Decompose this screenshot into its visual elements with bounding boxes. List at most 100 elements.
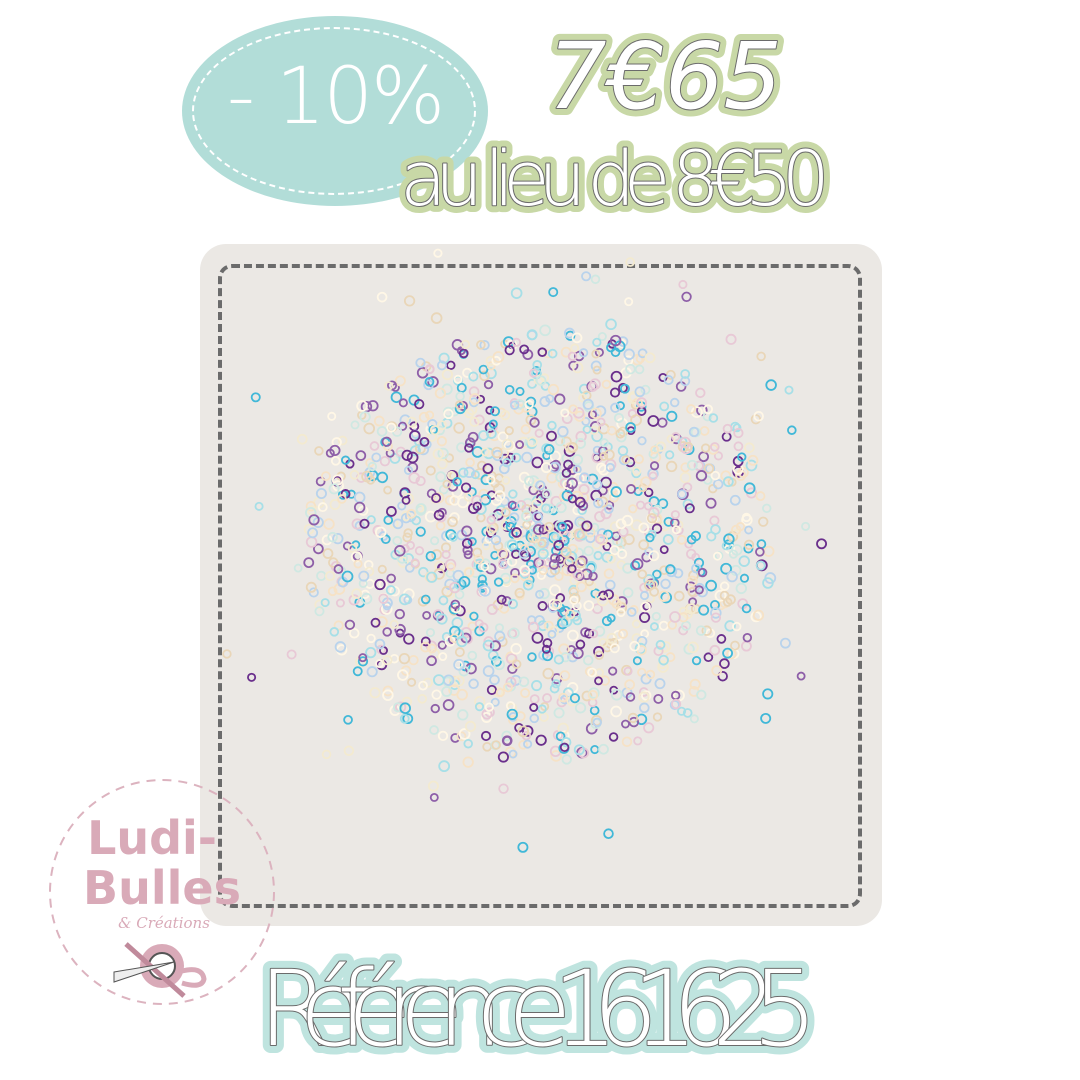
sequin (619, 383, 630, 394)
sequin (366, 633, 376, 644)
sequin (454, 403, 466, 415)
sequin (549, 565, 561, 576)
sequin (509, 400, 520, 410)
sequin (519, 344, 530, 355)
sequin (422, 677, 433, 688)
sequin (493, 577, 504, 587)
sequin (459, 660, 471, 672)
sequin (453, 658, 465, 671)
sequin (433, 509, 445, 521)
sequin (389, 585, 400, 597)
sequin (488, 419, 498, 429)
sequin (335, 598, 345, 608)
sequin (456, 635, 468, 648)
sequin (520, 687, 531, 699)
sequin (597, 594, 609, 607)
new-price-stroke: 7€65 (548, 23, 782, 130)
sequin (458, 348, 469, 359)
sequin (615, 401, 625, 411)
sequin (369, 441, 380, 451)
sequin (508, 627, 520, 639)
sequin (696, 689, 707, 700)
sequin (559, 670, 571, 682)
sequin (590, 489, 603, 502)
sequin (498, 783, 509, 794)
sequin (517, 841, 529, 853)
sequin (682, 708, 693, 718)
sequin (464, 537, 475, 547)
sequin (361, 470, 373, 483)
sequin (779, 637, 791, 649)
sequin (458, 728, 471, 740)
sequin (358, 505, 369, 516)
sequin (401, 495, 411, 505)
sequin (730, 524, 742, 536)
sequin (582, 398, 594, 410)
sequin (436, 360, 447, 371)
sequin (652, 712, 663, 722)
sequin (393, 702, 404, 713)
sequin (434, 387, 446, 399)
sequin (695, 387, 706, 399)
sequin (379, 455, 391, 467)
sequin (467, 537, 477, 547)
sequin (353, 501, 366, 514)
sequin (286, 649, 297, 660)
sequin (357, 656, 369, 667)
sequin (308, 514, 320, 526)
sequin (601, 551, 613, 563)
sequin (474, 702, 485, 712)
sequin (628, 504, 638, 514)
sequin (465, 662, 477, 675)
sequin (486, 475, 496, 485)
sequin (666, 410, 678, 422)
sequin (547, 629, 557, 639)
sequin (716, 634, 727, 644)
sequin (593, 550, 603, 561)
sequin (538, 587, 550, 600)
sequin (553, 707, 565, 719)
sequin (653, 693, 664, 704)
sequin (657, 498, 669, 509)
sequin (532, 360, 543, 370)
sequin (329, 444, 341, 457)
sequin (596, 417, 606, 427)
sequin (403, 465, 414, 475)
sequin (351, 518, 363, 530)
sequin (518, 739, 528, 750)
sequin (644, 352, 656, 364)
sequin (404, 563, 415, 573)
sequin (518, 548, 529, 559)
sequin (505, 676, 517, 688)
sequin (659, 545, 669, 555)
sequin (581, 271, 592, 282)
sequin (322, 548, 334, 559)
reference-label: Référence 161625 (258, 948, 818, 1070)
sequin (641, 551, 652, 563)
sequin (547, 348, 558, 359)
sequin (433, 248, 443, 258)
sequin (658, 620, 669, 631)
sequin (491, 740, 501, 750)
sequin (562, 479, 572, 490)
sequin (314, 599, 325, 610)
sequin (436, 563, 448, 574)
sequin (438, 352, 450, 364)
sequin (630, 519, 643, 532)
logo-line1: Ludi- (87, 811, 217, 865)
sequin (397, 421, 408, 431)
sequin (250, 392, 261, 403)
sequin (353, 559, 363, 569)
sequin (437, 458, 448, 470)
sequin (486, 515, 496, 525)
sequin (446, 562, 456, 572)
sequin (627, 392, 639, 405)
sequin (637, 436, 647, 446)
sequin (437, 640, 447, 650)
sequin (363, 560, 374, 570)
sequin (429, 725, 439, 735)
sequin (649, 622, 659, 631)
sequin (691, 656, 702, 666)
sequin (449, 495, 460, 506)
sequin (472, 501, 482, 511)
